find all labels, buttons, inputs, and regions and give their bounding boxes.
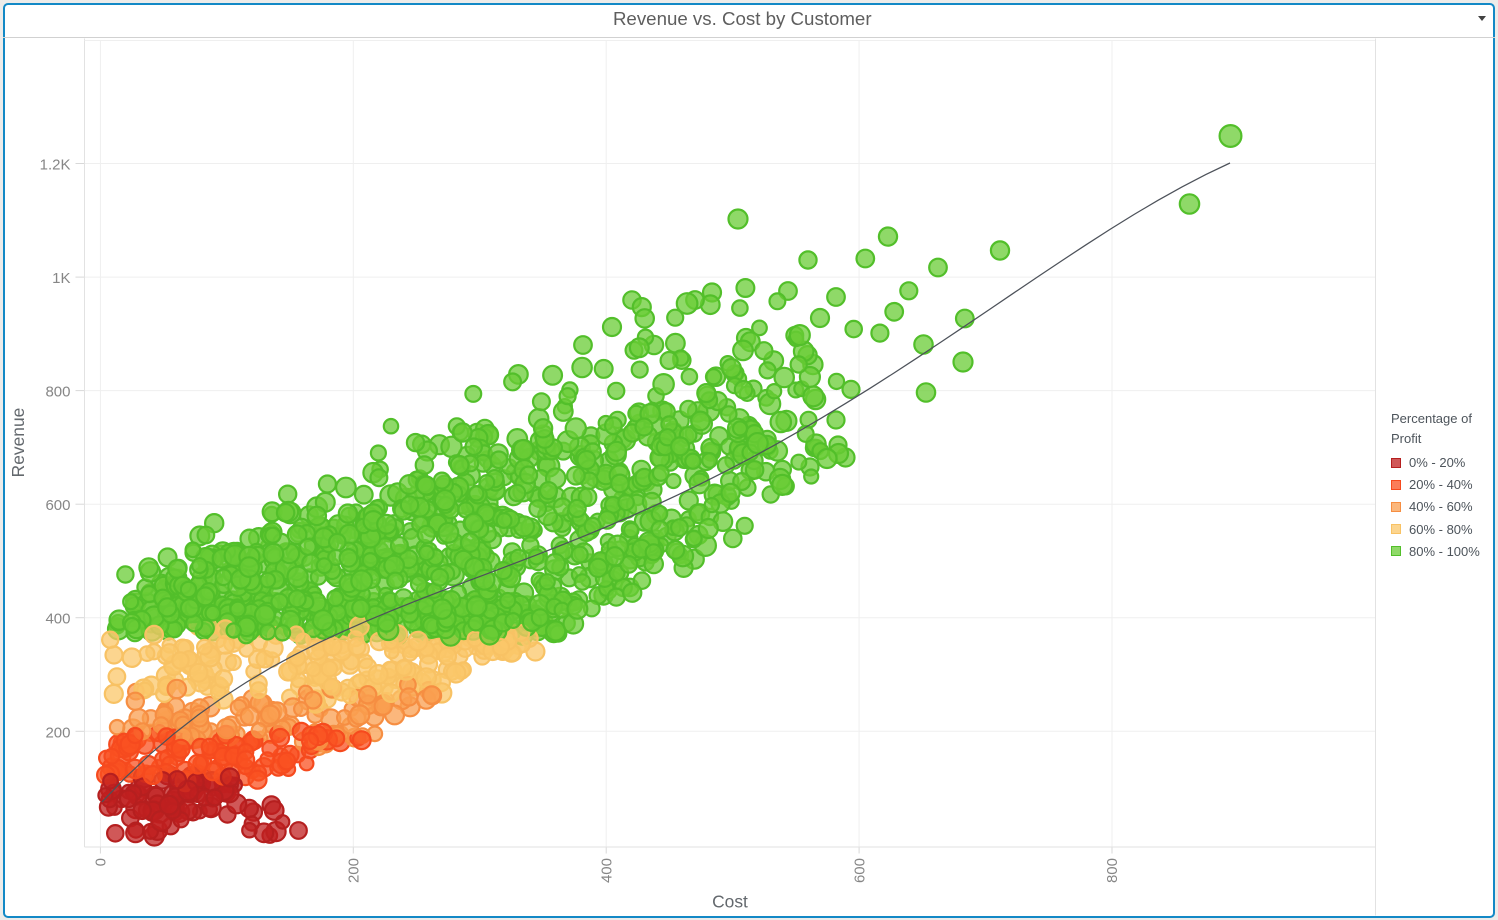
svg-text:Cost: Cost — [712, 892, 748, 912]
svg-text:400: 400 — [45, 611, 70, 628]
svg-text:200: 200 — [346, 858, 363, 883]
svg-text:0: 0 — [93, 858, 110, 866]
svg-text:800: 800 — [45, 384, 70, 401]
svg-text:800: 800 — [1104, 858, 1121, 883]
svg-text:600: 600 — [45, 497, 70, 514]
svg-text:200: 200 — [45, 724, 70, 741]
svg-text:1K: 1K — [52, 270, 70, 287]
svg-text:1.2K: 1.2K — [40, 157, 71, 174]
svg-text:600: 600 — [851, 858, 868, 883]
svg-text:400: 400 — [598, 858, 615, 883]
svg-text:Revenue: Revenue — [8, 408, 28, 478]
